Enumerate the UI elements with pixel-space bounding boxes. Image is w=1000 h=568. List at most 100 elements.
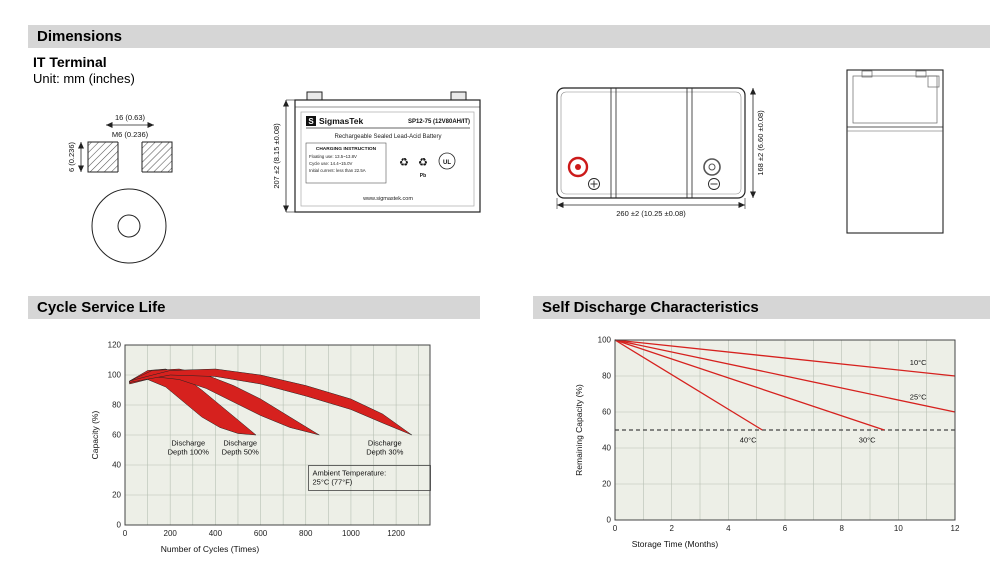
y-tick-label: 0	[117, 521, 122, 530]
section-header-cycle-life: Cycle Service Life	[28, 296, 480, 319]
x-tick-label: 0	[613, 524, 618, 533]
chart-annotation: Discharge Depth 100%	[168, 439, 210, 457]
section-title-dimensions: Dimensions	[37, 28, 123, 45]
terminal-bore	[118, 141, 142, 173]
band-discharge-depth-30-	[129, 368, 413, 436]
y-tick-label: 80	[112, 401, 121, 410]
pb-mark: Pb	[420, 173, 426, 179]
section-header-self-discharge: Self Discharge Characteristics	[533, 296, 990, 319]
terminal-outer-circle	[91, 188, 167, 264]
y-tick-label: 40	[112, 461, 121, 470]
chart-annotation: Discharge Depth 30%	[366, 439, 403, 457]
self-discharge-chart: Remaining Capacity (%) Storage Time (Mon…	[574, 336, 960, 550]
battery-top-outline	[556, 87, 746, 199]
line-40-c	[614, 339, 763, 431]
side-corner-detail	[927, 75, 940, 88]
plot-border	[124, 344, 431, 526]
battery-type-text: Rechargeable Sealed Lead-Acid Battery	[334, 134, 441, 140]
y-tick-label: 60	[602, 408, 611, 417]
website-text: www.sigmastek.com	[362, 196, 413, 202]
y-tick-label: 100	[108, 371, 122, 380]
x-tick-label: 1200	[387, 529, 405, 538]
line-25-c	[614, 339, 956, 413]
y-tick-label: 40	[602, 444, 611, 453]
positive-terminal-center	[575, 164, 581, 170]
chart-annotation: 30°C	[859, 436, 876, 445]
y-tick-label: 60	[112, 431, 121, 440]
y-tick-label: 120	[108, 341, 122, 350]
negative-terminal-center	[708, 163, 716, 171]
cycle-y-axis-label: Capacity (%)	[90, 411, 100, 460]
x-tick-label: 0	[123, 529, 128, 538]
model-number: SP12-75 (12V80AH/IT)	[408, 119, 470, 125]
x-tick-label: 400	[209, 529, 223, 538]
chart-annotation: Discharge Depth 50%	[222, 439, 259, 457]
charging-line-2: Cycle use: 14.4~15.0V	[309, 161, 352, 166]
dimension-drawings: 16 (0.63) M6 (0.236) 6 (0.236) S SigmasT…	[67, 69, 944, 264]
chart-annotation: Ambient Temperature: 25°C (77°F)	[313, 469, 387, 487]
front-height-label: 207 ±2 (8.15 ±0.08)	[272, 123, 281, 189]
charging-line-3: Initial current: less than 22.5A	[309, 168, 366, 173]
ul-mark-text: UL	[443, 160, 451, 166]
minus-symbol-icon	[708, 178, 720, 190]
line-10-c	[614, 339, 956, 377]
self-discharge-y-axis-label: Remaining Capacity (%)	[574, 384, 584, 476]
side-lid-inner	[852, 75, 938, 124]
unit-note: Unit: mm (inches)	[33, 71, 135, 86]
side-terminal-left	[861, 70, 873, 78]
top-width-label: 260 ±2 (10.25 ±0.08)	[616, 209, 686, 218]
cycle-x-axis-label: Number of Cycles (Times)	[161, 544, 260, 554]
y-tick-label: 100	[598, 336, 612, 345]
charging-instruction-title: CHARGING INSTRUCTION	[316, 146, 377, 152]
terminal-detail-drawing: 16 (0.63) M6 (0.236) 6 (0.236)	[67, 113, 173, 264]
recycle-pb-icon: ♻	[418, 156, 428, 169]
x-tick-label: 1000	[342, 529, 360, 538]
charging-instruction-box	[305, 142, 387, 184]
y-tick-label: 80	[602, 372, 611, 381]
x-tick-label: 8	[839, 524, 844, 533]
brand-name: SigmasTek	[319, 116, 364, 126]
cycle-service-life-chart: Capacity (%) Number of Cycles (Times) 0 2…	[90, 341, 431, 554]
negative-terminal	[703, 158, 721, 176]
plot-border	[614, 339, 956, 521]
brand-logo-letter: S	[308, 117, 314, 126]
x-tick-label: 2	[669, 524, 674, 533]
top-view-drawing: 260 ±2 (10.25 ±0.08) 168 ±2 (6.60 ±0.08)	[556, 87, 765, 218]
front-view-drawing: S SigmasTek SP12-75 (12V80AH/IT) Recharg…	[272, 91, 481, 213]
terminal-type-title: IT Terminal	[33, 54, 107, 70]
y-tick-label: 20	[112, 491, 121, 500]
x-tick-label: 4	[726, 524, 731, 533]
chart-annotation: 40°C	[740, 436, 757, 445]
terminal-thread-label: M6 (0.236)	[112, 130, 149, 139]
battery-side-outline	[846, 69, 944, 234]
recycle-icon: ♻	[399, 156, 409, 169]
self-discharge-x-axis-label: Storage Time (Months)	[632, 539, 719, 549]
y-tick-label: 0	[607, 516, 612, 525]
annotation-box	[308, 465, 431, 491]
section-title-cycle-life: Cycle Service Life	[37, 299, 166, 316]
x-tick-label: 800	[299, 529, 313, 538]
terminal-width-label: 16 (0.63)	[115, 113, 146, 122]
section-title-self-discharge: Self Discharge Characteristics	[542, 299, 759, 316]
chart-annotation: 10°C	[910, 358, 927, 367]
x-tick-label: 6	[783, 524, 788, 533]
top-depth-label: 168 ±2 (6.60 ±0.08)	[756, 110, 765, 176]
x-tick-label: 12	[951, 524, 960, 533]
chart-annotation: 25°C	[910, 392, 927, 401]
terminal-inner-circle	[117, 214, 141, 238]
x-tick-label: 200	[164, 529, 178, 538]
line-30-c	[614, 339, 885, 431]
side-terminal-right	[915, 70, 927, 78]
x-tick-label: 600	[254, 529, 268, 538]
y-tick-label: 20	[602, 480, 611, 489]
x-tick-label: 10	[894, 524, 903, 533]
charging-line-1: Floating use: 13.5~13.8V	[309, 154, 357, 159]
terminal-height-label: 6 (0.236)	[67, 141, 76, 172]
ul-mark-circle	[438, 152, 456, 170]
side-view-drawing	[846, 69, 944, 234]
section-header-dimensions: Dimensions	[28, 25, 990, 48]
plus-symbol-icon	[588, 178, 600, 190]
brand-logo-square	[306, 116, 316, 126]
battery-top-inner-line	[560, 91, 742, 195]
